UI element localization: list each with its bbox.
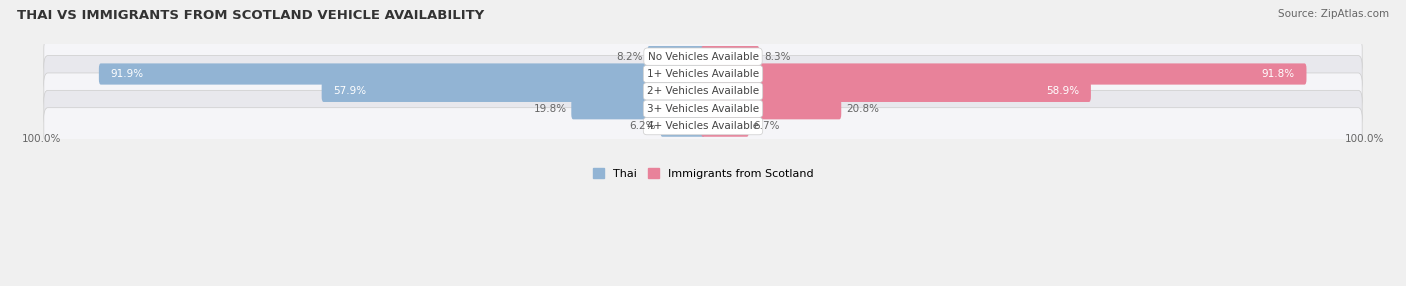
FancyBboxPatch shape (44, 55, 1362, 92)
FancyBboxPatch shape (44, 73, 1362, 110)
FancyBboxPatch shape (647, 46, 704, 67)
Text: 1+ Vehicles Available: 1+ Vehicles Available (647, 69, 759, 79)
FancyBboxPatch shape (702, 116, 749, 137)
FancyBboxPatch shape (44, 90, 1362, 127)
FancyBboxPatch shape (322, 81, 704, 102)
Text: 100.0%: 100.0% (21, 134, 60, 144)
Text: Source: ZipAtlas.com: Source: ZipAtlas.com (1278, 9, 1389, 19)
FancyBboxPatch shape (571, 98, 704, 119)
Text: THAI VS IMMIGRANTS FROM SCOTLAND VEHICLE AVAILABILITY: THAI VS IMMIGRANTS FROM SCOTLAND VEHICLE… (17, 9, 484, 21)
Text: 57.9%: 57.9% (333, 86, 367, 96)
Text: 6.2%: 6.2% (630, 121, 655, 131)
FancyBboxPatch shape (98, 63, 704, 85)
Text: 20.8%: 20.8% (846, 104, 879, 114)
Text: 58.9%: 58.9% (1046, 86, 1080, 96)
FancyBboxPatch shape (702, 63, 1306, 85)
Text: 91.9%: 91.9% (111, 69, 143, 79)
Text: 91.8%: 91.8% (1261, 69, 1295, 79)
FancyBboxPatch shape (702, 46, 759, 67)
Text: 2+ Vehicles Available: 2+ Vehicles Available (647, 86, 759, 96)
FancyBboxPatch shape (44, 108, 1362, 144)
Text: 4+ Vehicles Available: 4+ Vehicles Available (647, 121, 759, 131)
FancyBboxPatch shape (44, 38, 1362, 75)
FancyBboxPatch shape (702, 98, 841, 119)
FancyBboxPatch shape (702, 81, 1091, 102)
Text: 8.3%: 8.3% (763, 52, 790, 61)
Legend: Thai, Immigrants from Scotland: Thai, Immigrants from Scotland (588, 164, 818, 183)
Text: No Vehicles Available: No Vehicles Available (648, 52, 758, 61)
Text: 8.2%: 8.2% (616, 52, 643, 61)
Text: 3+ Vehicles Available: 3+ Vehicles Available (647, 104, 759, 114)
Text: 100.0%: 100.0% (1346, 134, 1385, 144)
Text: 6.7%: 6.7% (754, 121, 780, 131)
Text: 19.8%: 19.8% (534, 104, 567, 114)
FancyBboxPatch shape (661, 116, 704, 137)
